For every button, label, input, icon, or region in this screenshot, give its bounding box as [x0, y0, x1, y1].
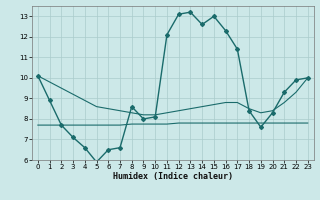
- X-axis label: Humidex (Indice chaleur): Humidex (Indice chaleur): [113, 172, 233, 181]
